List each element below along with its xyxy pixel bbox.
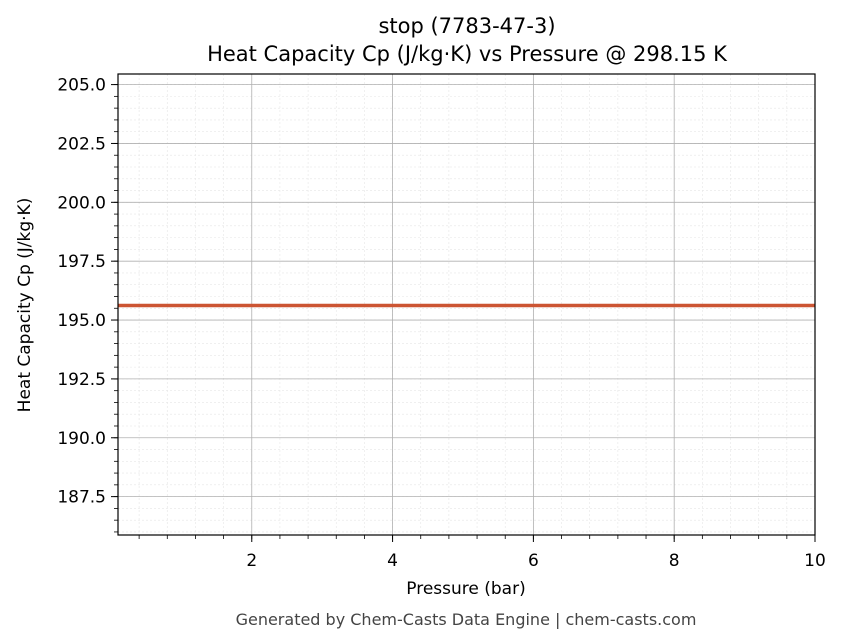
y-tick-label: 197.5: [57, 252, 106, 272]
x-tick-label: 8: [669, 551, 680, 571]
y-tick-label: 202.5: [57, 134, 106, 154]
y-axis-label: Heat Capacity Cp (J/kg·K): [15, 198, 35, 413]
axis-ticks: [111, 84, 816, 542]
x-tick-labels: 2 4 6 8 10: [246, 551, 825, 571]
x-tick-label: 6: [528, 551, 539, 571]
y-tick-label: 200.0: [57, 193, 106, 213]
y-tick-label: 192.5: [57, 370, 106, 390]
y-tick-label: 205.0: [57, 76, 106, 96]
y-tick-labels: 187.5 190.0 192.5 195.0 197.5 200.0 202.5 205.0: [57, 76, 106, 508]
chart-subtitle: Heat Capacity Cp (J/kg·K) vs Pressure @ …: [207, 42, 728, 66]
y-tick-label: 195.0: [57, 311, 106, 331]
y-tick-label: 190.0: [57, 429, 106, 449]
x-tick-label: 10: [804, 551, 826, 571]
x-tick-label: 4: [387, 551, 398, 571]
footer-credit: Generated by Chem-Casts Data Engine | ch…: [236, 610, 697, 629]
y-tick-label: 187.5: [57, 488, 106, 508]
plot-frame: [117, 73, 816, 536]
x-axis-label: Pressure (bar): [406, 579, 525, 599]
chart-title: stop (7783-47-3): [378, 14, 555, 38]
x-tick-label: 2: [246, 551, 257, 571]
